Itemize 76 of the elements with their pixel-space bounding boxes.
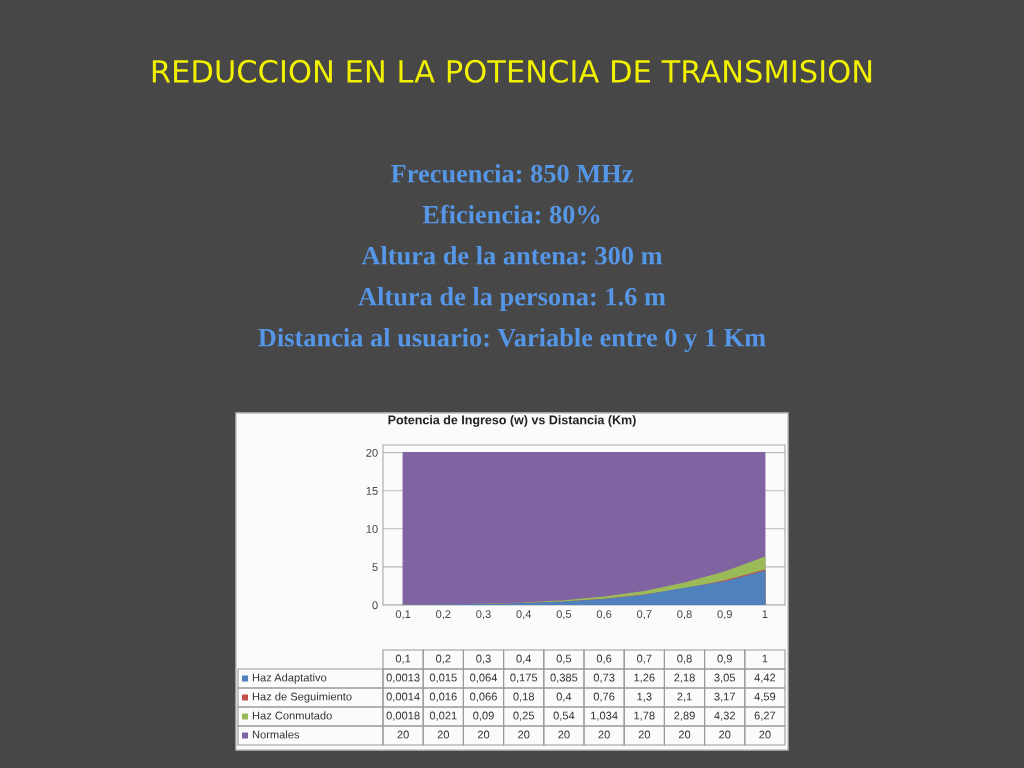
data-label: 0,066 (470, 692, 497, 702)
data-label: 0,73 (593, 673, 615, 683)
legend-label: Normales (252, 730, 300, 739)
data-label: 0,175 (510, 673, 538, 683)
category-label: 0,4 (516, 654, 532, 664)
chart-title: REDUCCION EN LA POTENCIA DE TRANSMISION (152, 59, 872, 83)
data-label: 0,021 (429, 711, 457, 721)
data-label: 0,016 (429, 692, 457, 702)
data-label: 20 (518, 730, 530, 739)
data-label: 3,05 (714, 673, 736, 683)
legend-label: Haz Conmutado (252, 711, 332, 720)
data-label: 4,42 (754, 673, 776, 683)
category-label: 0,5 (556, 654, 572, 664)
x-tick-label: 0,9 (717, 610, 732, 620)
legend-label: Haz Adaptativo (252, 673, 327, 684)
x-tick-label: 0,1 (395, 610, 411, 620)
data-label: 0,0014 (386, 692, 420, 702)
y-tick-label: 5 (372, 563, 378, 572)
data-label: 0,18 (513, 692, 535, 702)
data-label: 0,76 (593, 692, 615, 702)
data-label: 20 (397, 730, 409, 739)
y-tick-label: 15 (366, 487, 378, 495)
category-label: 1 (762, 654, 768, 663)
x-tick-label: 0,2 (436, 610, 451, 620)
data-label: 4,32 (714, 711, 735, 721)
data-label: 20 (437, 730, 450, 739)
data-label: 20 (638, 730, 651, 739)
data-label: 20 (759, 730, 771, 739)
x-tick-label: 1 (762, 610, 768, 618)
y-tick-label: 10 (366, 525, 378, 533)
data-label: 0,4 (556, 692, 572, 702)
category-label: 0,2 (436, 654, 451, 664)
data-label: 4,59 (754, 692, 776, 702)
data-label: 20 (719, 730, 731, 739)
data-label: 1,78 (634, 711, 655, 721)
data-label: 0,385 (550, 673, 578, 683)
y-tick-label: 20 (366, 448, 378, 457)
text: Altura de la antena: 300 m (361, 246, 663, 265)
data-label: 20 (558, 730, 570, 739)
category-label: 0,3 (476, 654, 491, 664)
category-label: 0,6 (596, 654, 612, 664)
category-label: 0,1 (395, 654, 411, 664)
text: Frecuencia: 850 MHz (391, 164, 633, 183)
data-label: 2,89 (674, 711, 695, 721)
x-tick-label: 0,3 (476, 610, 491, 620)
data-label: 0,064 (470, 673, 498, 683)
category-label: 0,7 (637, 654, 652, 664)
chart-subtitle: Potencia de Ingreso (w) vs Distancia (Km) (388, 415, 636, 427)
data-label: 3,17 (714, 692, 735, 702)
x-tick-label: 0,7 (637, 610, 652, 620)
data-label: 0,015 (429, 673, 457, 683)
data-label: 0,0018 (386, 711, 420, 721)
data-label: 0,25 (513, 711, 535, 721)
legend-label: Haz de Seguimiento (252, 692, 352, 703)
data-label: 20 (598, 730, 610, 739)
category-label: 0,9 (717, 654, 732, 664)
data-label: 20 (477, 730, 490, 739)
category-label: 0,8 (677, 654, 692, 664)
data-label: 6,27 (754, 711, 776, 721)
data-label: 1,3 (637, 692, 652, 702)
data-label: 0,54 (553, 711, 575, 721)
text: Distancia al usuario: Variable entre 0 y 1 Km (258, 328, 766, 352)
data-label: 1,034 (591, 711, 618, 721)
data-label: 0,09 (473, 711, 494, 721)
text: Altura de la persona: 1.6 m (358, 287, 666, 311)
data-label: 0,0013 (386, 673, 420, 683)
data-label: 2,1 (677, 692, 692, 702)
text: Eficiencia: 80% (422, 204, 600, 224)
data-label: 2,18 (674, 673, 695, 683)
data-label: 20 (678, 730, 691, 739)
data-label: 1,26 (634, 673, 655, 683)
y-tick-label: 0 (372, 601, 378, 610)
x-tick-label: 0,4 (516, 610, 532, 620)
x-tick-label: 0,6 (596, 610, 612, 620)
x-tick-label: 0,8 (677, 610, 692, 620)
x-tick-label: 0,5 (556, 610, 572, 620)
